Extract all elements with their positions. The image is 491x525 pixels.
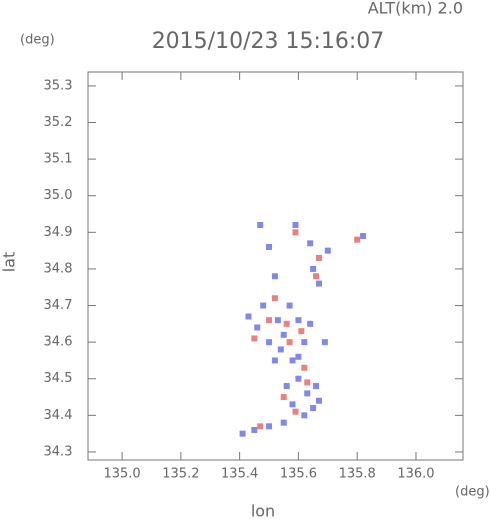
y-tick-label: 35.2: [44, 115, 73, 130]
radar-cell: [277, 346, 284, 353]
y-unit: (deg): [20, 33, 55, 48]
radar-cell: [271, 273, 278, 280]
x-tick-label: 135.0: [103, 467, 140, 482]
radar-cell: [280, 331, 287, 338]
radar-cell: [257, 222, 264, 229]
radar-cell: [354, 236, 361, 243]
radar-cell: [289, 401, 296, 408]
radar-cell: [271, 295, 278, 302]
radar-cell: [266, 423, 273, 430]
plot-frame: [87, 71, 464, 461]
altitude-label: ALT(km) 2.0: [368, 0, 463, 18]
radar-cell: [315, 254, 322, 261]
radar-cell: [315, 280, 322, 287]
radar-cell: [324, 247, 331, 254]
radar-cell: [274, 317, 281, 324]
radar-cell: [266, 339, 273, 346]
radar-cell: [360, 232, 367, 239]
y-tick-label: 34.8: [44, 261, 73, 276]
x-tick-label: 136.0: [397, 467, 434, 482]
y-tick-label: 34.4: [44, 408, 73, 423]
radar-cell: [257, 423, 264, 430]
y-tick-label: 34.9: [44, 225, 73, 240]
radar-cell: [251, 426, 258, 433]
radar-cell: [313, 383, 320, 390]
radar-cell: [286, 339, 293, 346]
radar-cell: [239, 430, 246, 437]
y-axis-label: lat: [0, 252, 19, 273]
radar-cell: [292, 222, 299, 229]
radar-cell: [266, 243, 273, 250]
y-tick-label: 35.3: [44, 78, 73, 93]
y-tick-label: 34.7: [44, 298, 73, 313]
radar-cell: [295, 317, 302, 324]
radar-cell: [307, 320, 314, 327]
x-unit: (deg): [455, 485, 490, 500]
radar-cell: [295, 353, 302, 360]
radar-cell: [301, 339, 308, 346]
radar-cell: [271, 357, 278, 364]
y-tick-label: 34.5: [44, 371, 73, 386]
x-tick-label: 135.2: [162, 467, 199, 482]
radar-cell: [283, 320, 290, 327]
chart-title: 2015/10/23 15:16:07: [152, 29, 385, 54]
radar-cell: [254, 324, 261, 331]
x-tick-label: 135.4: [221, 467, 258, 482]
radar-cell: [280, 394, 287, 401]
radar-cell: [298, 328, 305, 335]
radar-cell: [292, 408, 299, 415]
y-tick-label: 35.1: [44, 152, 73, 167]
radar-cell: [266, 317, 273, 324]
radar-cell: [310, 405, 317, 412]
radar-cell: [304, 379, 311, 386]
radar-cell: [321, 339, 328, 346]
radar-cell: [251, 335, 258, 342]
radar-cell: [283, 383, 290, 390]
y-tick-label: 34.6: [44, 335, 73, 350]
radar-cell: [280, 419, 287, 426]
radar-cell: [245, 313, 252, 320]
y-tick-label: 35.0: [44, 188, 73, 203]
x-tick-label: 135.8: [339, 467, 376, 482]
radar-cell: [310, 265, 317, 272]
radar-cell: [286, 302, 293, 309]
radar-cell: [301, 412, 308, 419]
radar-cell: [292, 229, 299, 236]
radar-cell: [304, 390, 311, 397]
x-tick-label: 135.6: [280, 467, 317, 482]
radar-cell: [315, 397, 322, 404]
y-tick-label: 34.3: [44, 444, 73, 459]
radar-cell: [313, 273, 320, 280]
radar-cell: [301, 364, 308, 371]
radar-cell: [295, 375, 302, 382]
radar-cell: [260, 302, 267, 309]
x-axis-label: lon: [251, 502, 275, 521]
radar-cell: [307, 240, 314, 247]
radar-cell: [289, 357, 296, 364]
